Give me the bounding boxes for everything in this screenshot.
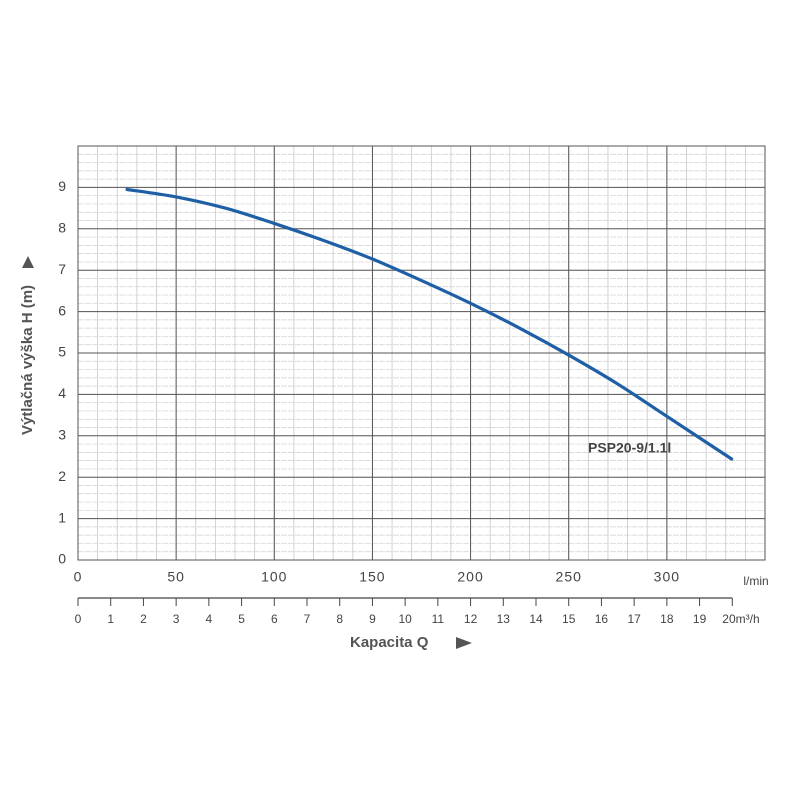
x2-tick-label: 12 [464, 612, 478, 626]
x2-tick-label: 7 [304, 612, 311, 626]
y-tick-label: 6 [58, 302, 66, 318]
x-axis-unit: l/min [743, 574, 768, 588]
y-tick-label: 4 [58, 385, 66, 401]
y-tick-label: 1 [58, 509, 66, 525]
x2-tick-label: 1 [107, 612, 114, 626]
x2-tick-label: 18 [660, 612, 674, 626]
x2-tick-label: 3 [173, 612, 180, 626]
x-tick-label: 200 [457, 569, 483, 585]
x2-tick-label: 8 [336, 612, 343, 626]
y-axis-arrow [22, 256, 34, 268]
x2-tick-label: 19 [693, 612, 707, 626]
y-tick-label: 0 [58, 551, 66, 567]
y-tick-label: 8 [58, 220, 66, 236]
x2-tick-label: 15 [562, 612, 576, 626]
x-tick-label: 150 [359, 569, 385, 585]
y-tick-label: 9 [58, 178, 66, 194]
x2-tick-label: 10 [398, 612, 412, 626]
x2-tick-label: 0 [75, 612, 82, 626]
x-tick-label: 0 [74, 569, 83, 585]
x2-tick-label: 14 [529, 612, 543, 626]
x-axis-arrow [456, 637, 472, 649]
x2-tick-label: 4 [206, 612, 213, 626]
x-tick-label: 250 [556, 569, 582, 585]
y-tick-label: 3 [58, 427, 66, 443]
y-tick-label: 2 [58, 468, 66, 484]
x-tick-label: 300 [654, 569, 680, 585]
x2-tick-label: 13 [497, 612, 511, 626]
y-tick-label: 7 [58, 261, 66, 277]
x2-tick-label: 6 [271, 612, 278, 626]
x2-tick-label: 9 [369, 612, 376, 626]
y-axis-title: Výtlačná výška H (m) [19, 285, 36, 435]
x2-tick-label: 17 [627, 612, 641, 626]
x-tick-label: 50 [167, 569, 185, 585]
x-axis-title: Kapacita Q [350, 634, 429, 651]
x2-tick-label: 16 [595, 612, 609, 626]
plot-frame [77, 145, 766, 561]
x2-tick-label: 5 [238, 612, 245, 626]
x-tick-label: 100 [261, 569, 287, 585]
series-label: PSP20-9/1.1l [588, 440, 671, 456]
curve [125, 187, 734, 461]
x2-tick-label: 11 [432, 612, 445, 626]
x2-tick-label: 2 [140, 612, 147, 626]
y-tick-label: 5 [58, 344, 66, 360]
x2-tick-label: 20m³/h [722, 612, 759, 626]
